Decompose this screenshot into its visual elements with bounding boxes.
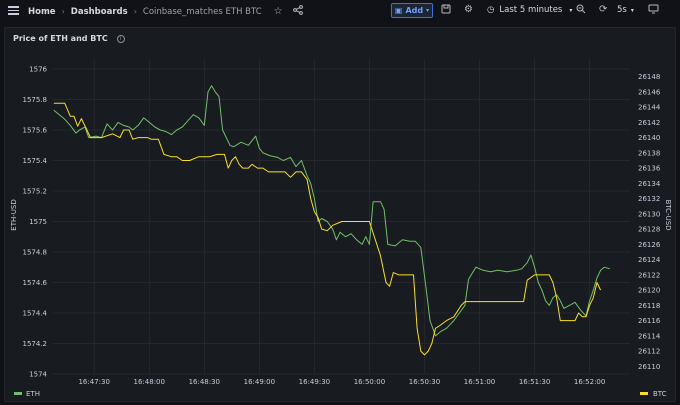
clock-icon: ◷ [487,5,495,15]
time-range-label: Last 5 minutes [499,5,563,15]
refresh-icon[interactable]: ⟳ [599,4,608,15]
time-range-picker[interactable]: ◷ Last 5 minutes ▾ [487,5,572,15]
panel-header[interactable]: Price of ETH and BTC i [13,34,125,43]
refresh-interval-label: 5s [617,5,627,15]
star-icon[interactable]: ☆ [273,5,283,17]
save-icon[interactable] [441,4,451,17]
add-button[interactable]: ▣ Add ▾ [391,3,433,18]
chevron-down-icon: ▾ [630,6,634,14]
hamburger-menu-icon[interactable] [8,6,19,15]
chevron-right-icon: › [133,7,137,16]
zoom-out-icon[interactable] [576,4,586,17]
top-navbar: Home › Dashboards › Coinbase_matches ETH… [0,0,680,22]
gear-icon[interactable]: ⚙ [464,4,473,15]
breadcrumb-dashboards[interactable]: Dashboards [70,6,128,17]
timeseries-panel: Price of ETH and BTC i [4,27,676,402]
tv-mode-icon[interactable] [648,4,659,17]
breadcrumb: Home › Dashboards › Coinbase_matches ETH… [28,5,303,18]
info-icon[interactable]: i [116,34,125,43]
refresh-interval-picker[interactable]: 5s ▾ [617,5,634,15]
share-icon[interactable] [292,5,303,18]
breadcrumb-home[interactable]: Home [28,6,56,17]
breadcrumb-current-dashboard: Coinbase_matches ETH BTC [142,6,262,17]
add-icon: ▣ [394,6,403,15]
add-button-label: Add [405,6,424,15]
panel-title: Price of ETH and BTC [13,34,108,43]
chevron-down-icon: ▾ [569,6,573,14]
chevron-right-icon: › [61,7,65,16]
chevron-down-icon: ▾ [426,7,430,14]
